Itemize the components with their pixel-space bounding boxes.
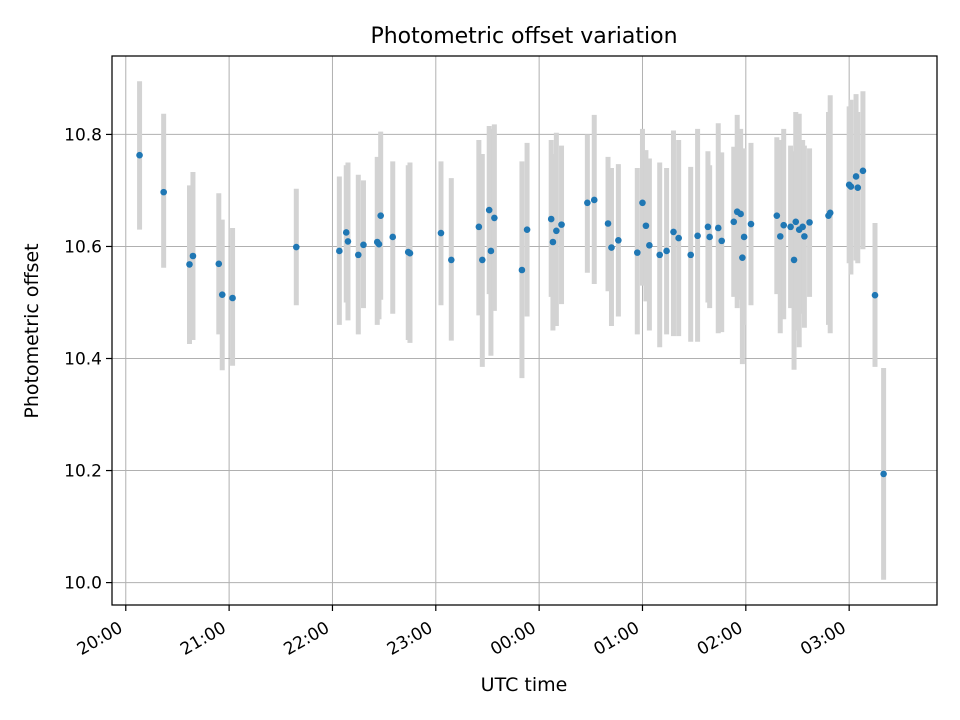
data-point (479, 256, 486, 264)
data-point (737, 210, 744, 218)
data-point (747, 220, 755, 228)
data-point (608, 244, 615, 251)
data-point (485, 206, 493, 214)
data-point (487, 247, 495, 255)
data-point (584, 199, 591, 207)
y-tick-label: 10.0 (64, 574, 102, 594)
data-point (160, 188, 167, 196)
data-point (714, 224, 722, 232)
data-point (634, 249, 641, 256)
data-point (704, 223, 712, 231)
data-point (590, 196, 598, 204)
data-point (377, 212, 384, 219)
y-axis: 10.0 10.2 10.4 10.6 10.8 (64, 125, 112, 594)
data-point (136, 151, 143, 159)
data-point (189, 252, 197, 260)
data-point (553, 227, 560, 235)
data-point (642, 222, 650, 230)
data-point (854, 184, 862, 191)
data-point (739, 254, 746, 261)
x-axis-label: UTC time (481, 674, 568, 696)
data-point (491, 214, 498, 222)
data-point (215, 260, 223, 268)
data-point (558, 221, 565, 228)
data-point (656, 251, 664, 259)
data-point (859, 167, 867, 175)
data-point (740, 233, 748, 241)
data-point (776, 233, 784, 240)
data-point (663, 247, 670, 255)
data-point (375, 240, 383, 248)
data-point (354, 251, 362, 259)
data-point (801, 233, 808, 240)
data-point (790, 256, 798, 264)
y-tick-label: 10.6 (64, 237, 102, 257)
data-point (360, 241, 367, 249)
data-point (437, 229, 445, 237)
data-point (806, 219, 813, 226)
data-point (670, 228, 677, 236)
data-point (292, 243, 300, 251)
data-point (675, 234, 682, 242)
y-tick-label: 10.4 (64, 350, 102, 370)
y-tick-label: 10.8 (64, 125, 102, 145)
chart-title: Photometric offset variation (370, 24, 677, 49)
data-point (547, 215, 555, 223)
data-point (852, 173, 860, 180)
data-point (787, 223, 794, 231)
data-point (342, 229, 350, 236)
data-point (799, 223, 806, 231)
data-point (847, 183, 855, 190)
data-point (792, 218, 800, 226)
data-point (229, 294, 236, 302)
data-point (646, 242, 653, 249)
data-point (406, 249, 414, 257)
data-point (730, 218, 738, 226)
data-point (826, 209, 834, 217)
y-tick-label: 10.2 (64, 462, 102, 482)
data-point (523, 226, 531, 233)
data-point (448, 256, 455, 264)
data-point (871, 291, 879, 299)
data-point (218, 291, 226, 298)
data-point (880, 470, 887, 478)
data-point (706, 233, 713, 241)
data-point (344, 238, 352, 245)
data-point (604, 220, 612, 227)
data-point (780, 221, 788, 229)
data-point (718, 237, 726, 245)
data-point (186, 261, 193, 268)
data-point (389, 233, 397, 241)
data-point (615, 237, 622, 244)
y-axis-label: Photometric offset (21, 243, 43, 418)
data-point (639, 199, 646, 207)
data-point (518, 266, 526, 274)
data-point (694, 232, 701, 240)
plot-frame (111, 55, 938, 606)
data-point (773, 212, 781, 219)
data-point (549, 238, 557, 246)
data-point (475, 223, 483, 231)
data-point (687, 251, 695, 259)
data-points (136, 151, 887, 478)
data-point (336, 247, 343, 255)
